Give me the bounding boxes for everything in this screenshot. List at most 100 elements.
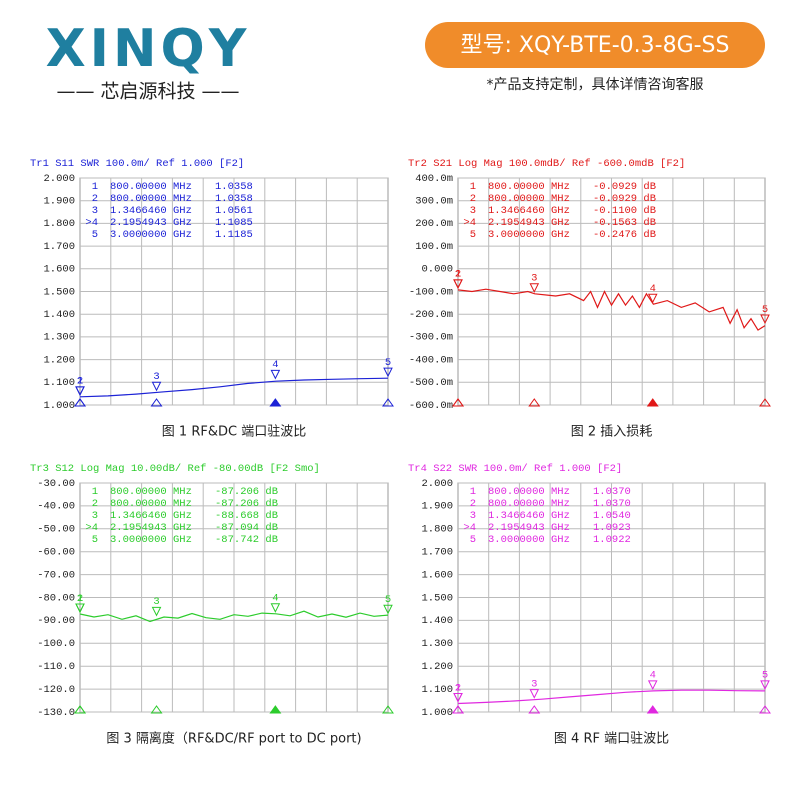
marker-freq: 3.0000000 GHz <box>110 534 192 546</box>
marker-value: -88.668 dB <box>215 510 278 522</box>
y-tick-label: -200.0m <box>409 309 453 321</box>
marker-freq: 1.3466460 GHz <box>488 205 570 217</box>
marker-value: 1.0358 <box>215 193 253 205</box>
marker-freq: 800.00000 MHz <box>110 193 192 205</box>
marker-tag: 4 <box>272 359 278 371</box>
marker-value: -87.206 dB <box>215 486 278 498</box>
marker <box>270 603 281 613</box>
marker-value: -87.206 dB <box>215 498 278 510</box>
marker-freq: 2.1954943 GHz <box>110 217 192 229</box>
model: 型号: XQY-BTE-0.3-8G-SS <box>461 33 730 58</box>
marker <box>151 381 162 392</box>
marker-id: 1 <box>92 486 98 498</box>
chart-title: Tr3 S12 Log Mag 10.00dB/ Ref -80.00dB [F… <box>30 463 320 475</box>
y-tick-label: -110.0 <box>37 661 75 673</box>
y-tick-label: -70.00 <box>37 569 75 581</box>
y-tick-label: 1.900 <box>43 195 75 207</box>
axis-marker <box>382 398 394 407</box>
caption: 图 3 隔离度（RF&DC/RF port to DC port) <box>106 731 361 747</box>
y-tick-label: 300.0m <box>415 195 453 207</box>
marker-freq: 3.0000000 GHz <box>488 229 570 241</box>
marker-tag: 5 <box>762 304 768 316</box>
model-badge <box>425 22 765 68</box>
trace <box>457 288 766 331</box>
y-tick-label: 1.100 <box>43 377 75 389</box>
axis-marker <box>150 398 163 407</box>
y-tick-label: -40.00 <box>37 501 75 513</box>
marker <box>529 689 540 699</box>
y-tick-label: 1.800 <box>43 218 75 230</box>
marker-freq: 800.00000 MHz <box>110 181 192 193</box>
y-tick-label: -60.00 <box>37 546 75 558</box>
y-tick-label: 200.0m <box>415 218 453 230</box>
marker-tag: 2 <box>455 682 461 694</box>
marker <box>75 386 85 396</box>
marker-id: 5 <box>92 229 98 241</box>
marker-value: -0.2476 dB <box>593 229 656 241</box>
y-tick-label: 1.500 <box>421 592 453 604</box>
marker-tag: 1 <box>77 593 83 605</box>
caption: 图 4 RF 端口驻波比 <box>554 732 669 747</box>
trace <box>457 689 766 705</box>
y-tick-label: 1.800 <box>421 524 453 536</box>
y-tick-label: 1.400 <box>421 615 453 627</box>
marker-tag: 1 <box>77 376 83 388</box>
y-tick-label: 1.200 <box>421 661 453 673</box>
marker-freq: 800.00000 MHz <box>488 181 570 193</box>
y-tick-label: 1.000 <box>43 400 75 412</box>
marker-tag: 4 <box>650 670 656 682</box>
marker-id: 3 <box>92 205 98 217</box>
marker-tag: 3 <box>531 273 537 285</box>
marker-id: 1 <box>92 181 98 193</box>
y-tick-label: 1.300 <box>421 638 453 650</box>
chart-title: Tr4 S22 SWR 100.0m/ Ref 1.000 [F2] <box>408 463 622 475</box>
marker-value: -0.0929 dB <box>593 193 656 205</box>
trace <box>79 610 389 623</box>
axis-marker <box>382 705 394 714</box>
caption: 图 2 插入损耗 <box>571 425 653 440</box>
marker-freq: 1.3466460 GHz <box>110 205 192 217</box>
marker <box>453 279 463 290</box>
marker-id: 2 <box>470 193 476 205</box>
marker-id: 5 <box>470 534 476 546</box>
marker-id: 1 <box>470 486 476 498</box>
marker-value: 1.0540 <box>593 510 631 522</box>
marker-tag: 4 <box>650 283 656 295</box>
marker-value: 1.0923 <box>593 522 631 534</box>
axis-marker <box>646 705 659 714</box>
marker-value: 1.1085 <box>215 217 253 229</box>
axis-marker <box>269 398 282 407</box>
marker-id: >4 <box>463 217 476 229</box>
marker-id: 2 <box>92 193 98 205</box>
marker <box>760 314 770 325</box>
marker-freq: 3.0000000 GHz <box>110 229 192 241</box>
y-tick-label: 1.700 <box>421 546 453 558</box>
axis-marker <box>452 705 464 714</box>
marker-value: -0.1100 dB <box>593 205 656 217</box>
axis-marker <box>646 398 659 407</box>
marker-value: -87.742 dB <box>215 534 278 546</box>
y-tick-label: 1.100 <box>421 684 453 696</box>
marker-tag: 3 <box>153 371 159 383</box>
marker <box>647 680 658 690</box>
brand: —— 芯启源科技 —— <box>56 81 239 103</box>
marker-id: 5 <box>92 534 98 546</box>
y-tick-label: 2.000 <box>421 478 453 490</box>
marker-freq: 3.0000000 GHz <box>488 534 570 546</box>
marker-value: -0.0929 dB <box>593 181 656 193</box>
y-tick-label: -90.00 <box>37 615 75 627</box>
axis-marker <box>74 398 86 407</box>
y-tick-label: -500.0m <box>409 377 453 389</box>
y-tick-label: -120.0 <box>37 684 75 696</box>
marker-tag: 4 <box>272 593 278 605</box>
y-tick-label: -50.00 <box>37 524 75 536</box>
marker-tag: 2 <box>77 376 83 388</box>
marker-freq: 1.3466460 GHz <box>488 510 570 522</box>
axis-marker <box>74 705 86 714</box>
marker <box>760 680 770 691</box>
y-tick-label: 2.000 <box>43 173 75 185</box>
marker-id: >4 <box>85 217 98 229</box>
y-tick-label: -100.0m <box>409 286 453 298</box>
marker-id: 2 <box>470 498 476 510</box>
